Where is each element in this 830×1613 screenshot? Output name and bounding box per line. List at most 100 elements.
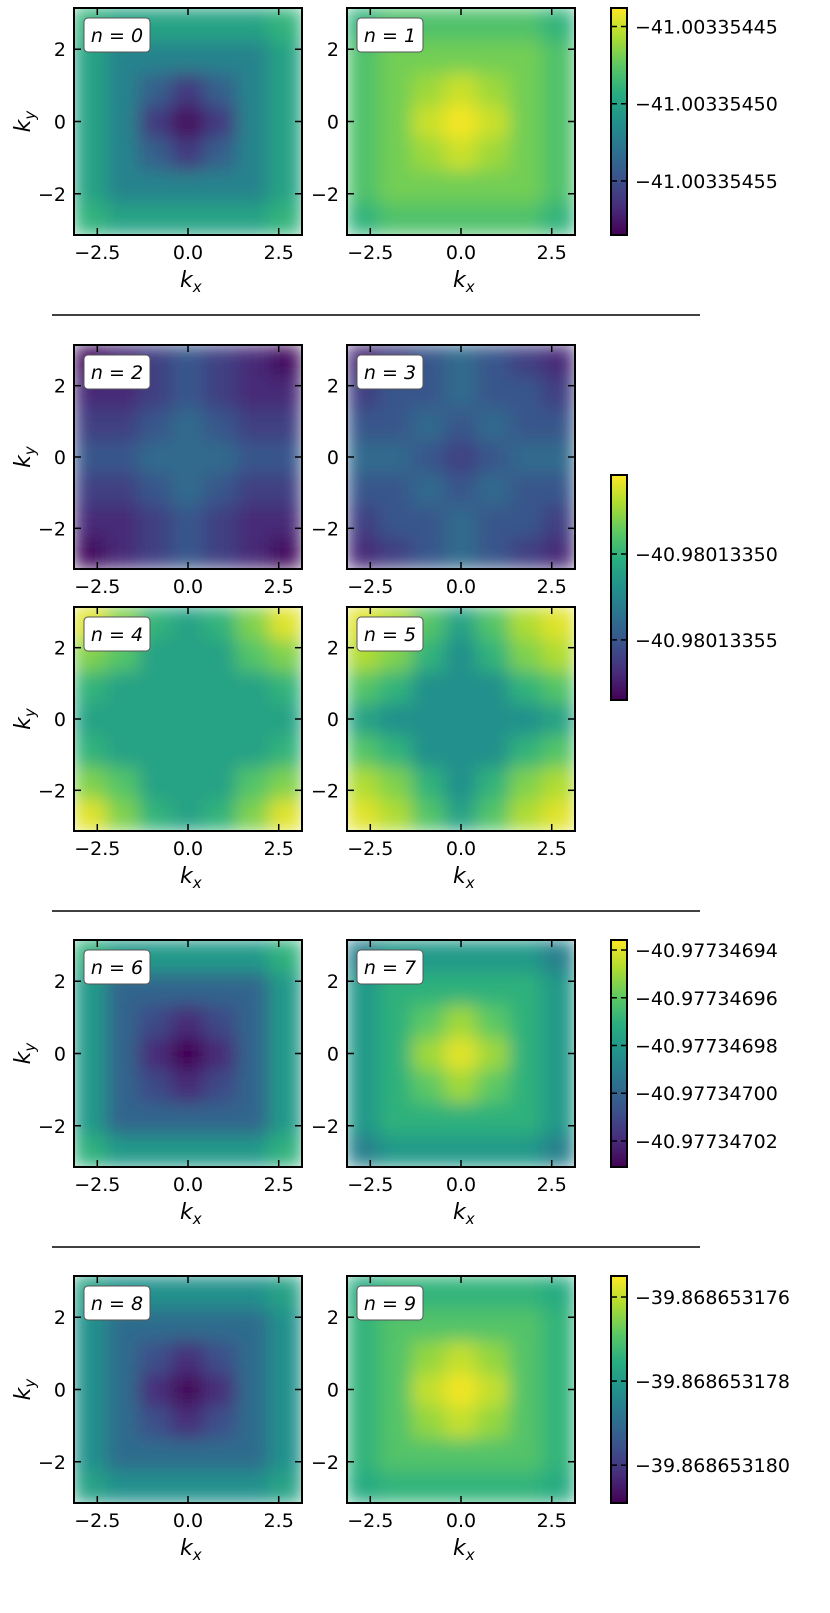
contour-cell	[379, 104, 413, 139]
contour-cell	[106, 670, 140, 704]
contour-cell	[379, 472, 413, 506]
contour-cell	[347, 1069, 381, 1103]
contour-cell	[236, 702, 270, 736]
contour-cell	[203, 1405, 238, 1439]
contour-cell	[476, 472, 511, 506]
contour-cell	[509, 1437, 543, 1472]
contour-cell	[509, 1470, 543, 1503]
contour-cell	[541, 766, 575, 800]
xlabel-base: k	[180, 268, 194, 293]
contour-cell	[236, 638, 270, 672]
y-tick-label: −2	[311, 1116, 339, 1138]
contour-cell	[411, 1372, 446, 1407]
contour-cell	[347, 202, 381, 235]
contour-panel	[74, 1276, 302, 1503]
contour-cell	[268, 72, 302, 106]
x-tick-label: 0.0	[446, 242, 476, 264]
y-tick-label: 2	[54, 376, 66, 398]
contour-cell	[444, 702, 478, 736]
panel-label-box	[83, 354, 151, 390]
contour-cell	[236, 104, 270, 139]
contour-cell	[347, 137, 381, 171]
contour-cell	[347, 766, 381, 800]
contour-cell	[268, 670, 302, 704]
x-tick-label: 2.5	[537, 576, 567, 598]
xlabel: kx	[180, 268, 202, 296]
contour-cell	[411, 1036, 446, 1071]
contour-cell	[509, 1340, 543, 1374]
contour-cell	[541, 137, 575, 171]
contour-cell	[411, 536, 446, 569]
contour-cell	[74, 1004, 108, 1038]
x-tick-label: 0.0	[446, 1174, 476, 1196]
contour-cell	[236, 1372, 270, 1407]
contour-cell	[379, 408, 413, 442]
contour-cell	[509, 1134, 543, 1167]
contour-cell	[541, 971, 575, 1006]
contour-cell	[379, 504, 413, 538]
contour-cell	[541, 798, 575, 831]
contour-cell	[379, 72, 413, 106]
xlabel: kx	[453, 1536, 475, 1564]
contour-cell	[203, 504, 238, 538]
contour-cell	[74, 798, 108, 831]
contour-cell	[444, 734, 478, 768]
contour-cell	[541, 1134, 575, 1167]
contour-cell	[171, 1372, 205, 1407]
contour-cell	[509, 766, 543, 800]
xlabel: kx	[180, 1200, 202, 1228]
contour-cell	[411, 702, 446, 736]
contour-cell	[236, 798, 270, 831]
contour-cell	[509, 137, 543, 171]
contour-cell	[236, 376, 270, 410]
contour-cell	[203, 607, 238, 640]
x-tick-label: −2.5	[347, 576, 393, 598]
contour-cell	[379, 1372, 413, 1407]
y-tick-label: 2	[54, 971, 66, 993]
contour-cell	[268, 536, 302, 569]
contour-cell	[203, 638, 238, 672]
y-tick-label: 2	[54, 1307, 66, 1329]
x-tick-label: 2.5	[264, 576, 294, 598]
contour-cell	[509, 376, 543, 410]
contour-cell	[541, 1437, 575, 1472]
contour-panel	[347, 1276, 575, 1503]
colorbar-tick-label: −40.97734698	[635, 1036, 778, 1058]
contour-cell	[138, 472, 173, 506]
contour-cell	[379, 440, 413, 474]
panel-label: n = 5	[364, 624, 416, 646]
contour-cell	[236, 137, 270, 171]
x-tick-label: 2.5	[264, 838, 294, 860]
contour-cell	[509, 408, 543, 442]
contour-cell	[444, 504, 478, 538]
contour-cell	[411, 1101, 446, 1136]
contour-cell	[347, 1134, 381, 1167]
xlabel: kx	[453, 1200, 475, 1228]
contour-cell	[411, 137, 446, 171]
contour-cell	[268, 1004, 302, 1038]
contour-cell	[171, 638, 205, 672]
contour-cell	[74, 1340, 108, 1374]
contour-cell	[411, 202, 446, 235]
colorbar	[610, 474, 628, 701]
contour-cell	[236, 345, 270, 378]
contour-cell	[379, 766, 413, 800]
contour-cell	[411, 1004, 446, 1038]
contour-cell	[106, 1069, 140, 1103]
xlabel-base: k	[180, 1200, 194, 1225]
contour-cell	[509, 1069, 543, 1103]
y-tick-label: 0	[327, 709, 339, 731]
contour-field	[347, 1276, 575, 1503]
contour-cell	[379, 1405, 413, 1439]
contour-cell	[509, 8, 543, 41]
contour-cell	[476, 1437, 511, 1472]
contour-cell	[509, 472, 543, 506]
x-tick-label: −2.5	[347, 838, 393, 860]
contour-cell	[171, 702, 205, 736]
contour-cell	[203, 39, 238, 74]
contour-cell	[444, 1372, 478, 1407]
x-tick-label: 0.0	[173, 838, 203, 860]
panel-label-box	[83, 1285, 151, 1321]
contour-cell	[476, 1276, 511, 1309]
contour-cell	[171, 104, 205, 139]
